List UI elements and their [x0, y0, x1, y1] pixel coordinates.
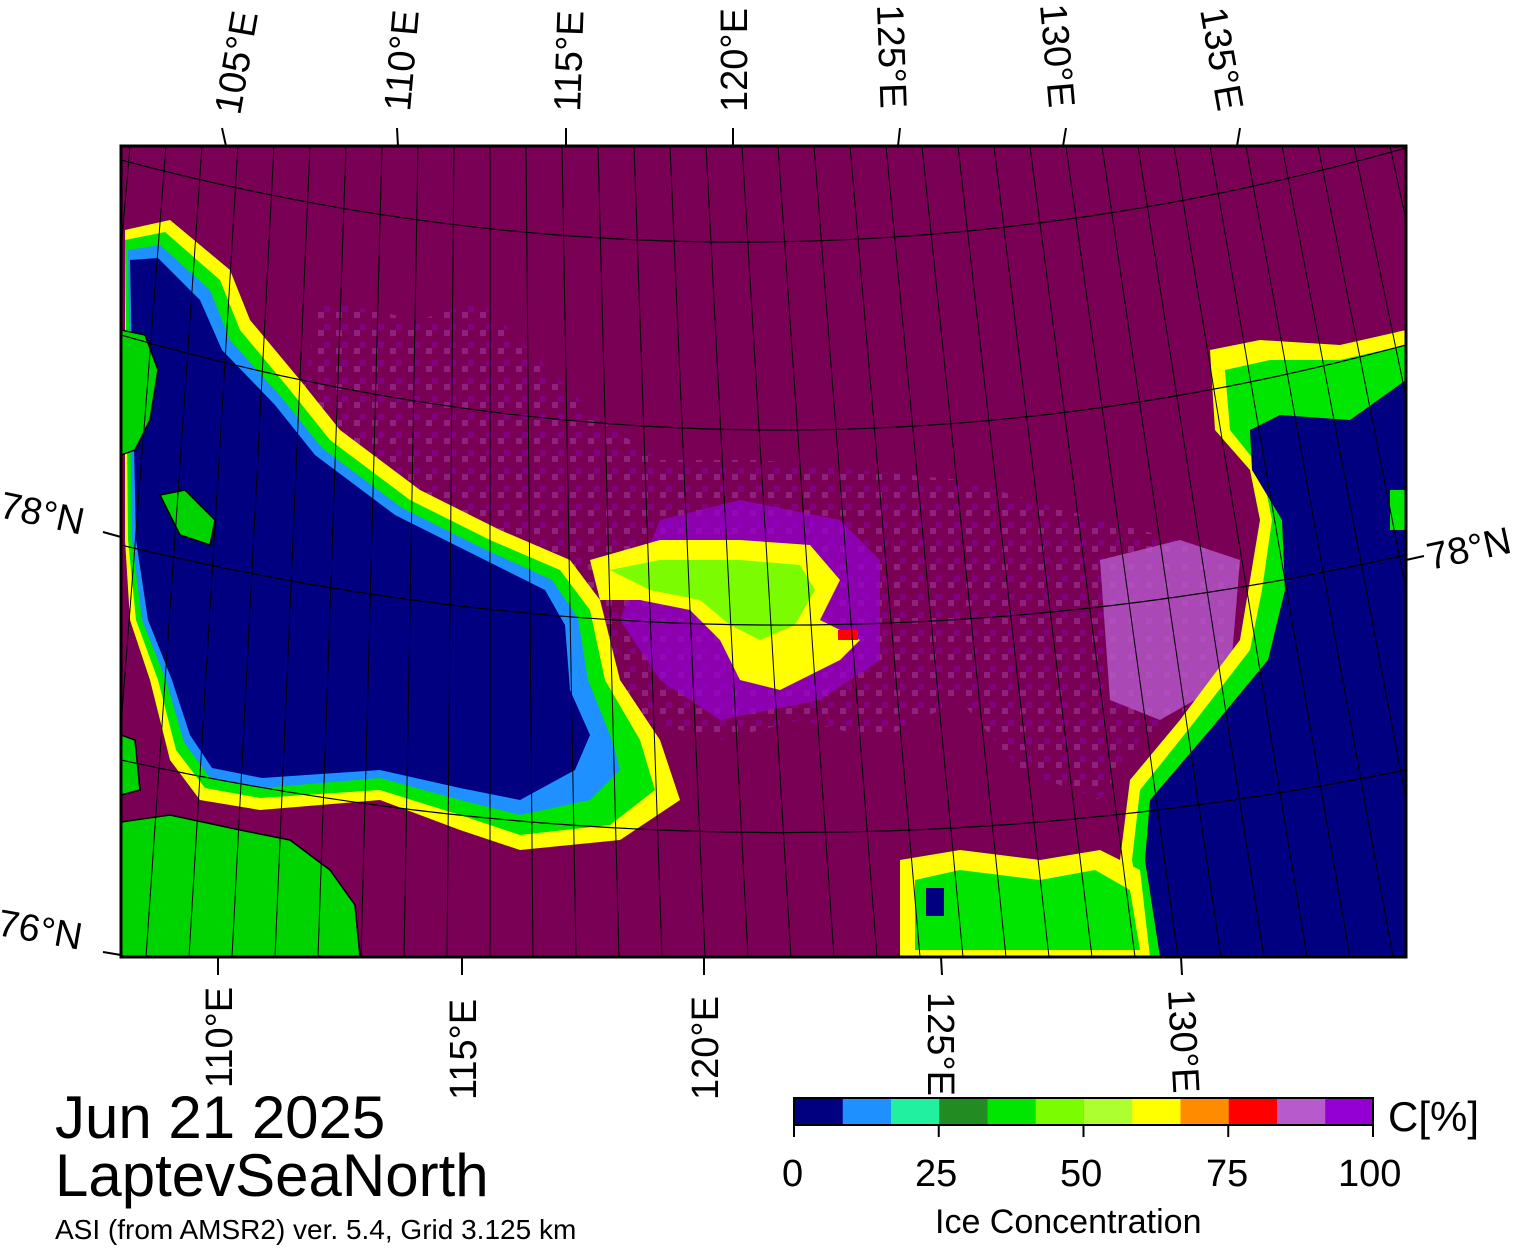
lon-label-bottom-125: 125°E [919, 992, 961, 1096]
colorbar-tick-0: 0 [782, 1153, 804, 1195]
colorbar-tick-75: 75 [1206, 1153, 1249, 1195]
land-small-island [158, 489, 216, 546]
lon-label-top-135: 135°E [1191, 4, 1250, 114]
meridian-line [1245, 146, 1394, 957]
meridian-line [1101, 146, 1222, 957]
meridian-line [231, 146, 275, 957]
polynya-west-open-water [130, 258, 590, 800]
colorbar-swatch [1324, 1098, 1374, 1125]
meridian-line [188, 146, 239, 957]
meridian-line [633, 146, 663, 957]
meridian-line [561, 146, 577, 957]
south-small-polynya [926, 888, 944, 916]
region-title: LaptevSeaNorth [55, 1142, 489, 1209]
frame-ticks [102, 127, 1425, 976]
meridian-line [360, 146, 383, 957]
meridian-line [885, 146, 964, 957]
colorbar-swatch [890, 1098, 940, 1125]
land-west-coast [121, 734, 141, 796]
central-marginal-patch-green [610, 560, 815, 640]
colorbar-swatch [938, 1098, 988, 1125]
east-ice-fragment [1390, 490, 1406, 530]
lon-label-top-120: 120°E [714, 8, 756, 112]
colorbar-tick-100: 100 [1338, 1153, 1402, 1195]
lat-label-left-78: 78°N [0, 485, 88, 544]
title-block: Jun 21 2025 LaptevSeaNorth ASI (from AMS… [55, 1088, 576, 1244]
map-frame [119, 144, 1408, 959]
meridian-line [1281, 146, 1406, 802]
meridian-line [1353, 146, 1406, 400]
meridian-line [777, 146, 835, 957]
colorbar-swatch [1083, 1098, 1133, 1125]
colorbar-tick-25: 25 [915, 1153, 958, 1195]
lon-label-bottom-110: 110°E [199, 987, 241, 1088]
land-taymyr [121, 814, 361, 957]
colorbar-swatch [987, 1098, 1036, 1125]
longitude-lines [121, 146, 1406, 957]
meridian-line [849, 146, 921, 957]
meridian-line [446, 146, 455, 957]
south-marginal-zone-green [915, 870, 1140, 950]
meridian-line [669, 146, 706, 957]
lon-label-top-130: 130°E [1031, 2, 1082, 109]
meridian-line [705, 146, 749, 957]
meridian-line [274, 146, 311, 957]
meridian-line [741, 146, 792, 957]
colorbar-swatch [842, 1098, 891, 1125]
date-title: Jun 21 2025 [55, 1084, 386, 1151]
meridian-line [1137, 146, 1265, 957]
meridian-line [317, 146, 347, 957]
meridian-line [1065, 146, 1179, 957]
colorbar-swatch [1180, 1098, 1229, 1125]
colorbar-swatch [1131, 1098, 1181, 1125]
meridian-line [1317, 146, 1406, 592]
meridian-line [813, 146, 878, 957]
lon-label-top-115: 115°E [547, 10, 593, 113]
meridian-line [957, 146, 1050, 957]
meridian-line [1173, 146, 1308, 957]
map-field [121, 146, 1406, 957]
central-red-pixel [838, 630, 858, 640]
lon-label-bottom-130: 130°E [1159, 988, 1206, 1094]
purple-patch-2 [1100, 540, 1240, 720]
lon-label-bottom-120: 120°E [685, 996, 727, 1100]
meridian-line [1029, 146, 1136, 957]
meridian-line [121, 146, 167, 732]
lon-label-top-110: 110°E [377, 8, 428, 112]
meridian-line [993, 146, 1093, 957]
meridian-line [145, 146, 203, 957]
colorbar [793, 1097, 1374, 1137]
meridian-line [525, 146, 534, 957]
colorbar-unit: C[%] [1388, 1093, 1480, 1140]
meridian-line [1209, 146, 1351, 957]
colorbar-title: Ice Concentration [935, 1203, 1202, 1241]
lat-label-left-76: 76°N [0, 903, 85, 959]
product-info: ASI (from AMSR2) ver. 5.4, Grid 3.125 km [55, 1214, 577, 1245]
meridian-line [403, 146, 419, 957]
land-western-islands [121, 329, 159, 456]
colorbar-swatch [1276, 1098, 1326, 1125]
meridian-line [921, 146, 1007, 957]
polynya-east-open-water [1145, 380, 1406, 957]
lat-label-right-78: 78°N [1423, 520, 1515, 579]
lon-label-top-105: 105°E [208, 8, 267, 118]
colorbar-tick-50: 50 [1060, 1153, 1103, 1195]
meridian-line [597, 146, 620, 957]
lon-label-bottom-115: 115°E [443, 999, 485, 1100]
latitude-lines [121, 147, 1406, 834]
colorbar-swatch [1228, 1098, 1277, 1125]
colorbar-swatch [794, 1098, 843, 1125]
lon-label-top-125: 125°E [868, 4, 914, 109]
colorbar-swatch [1035, 1098, 1084, 1125]
